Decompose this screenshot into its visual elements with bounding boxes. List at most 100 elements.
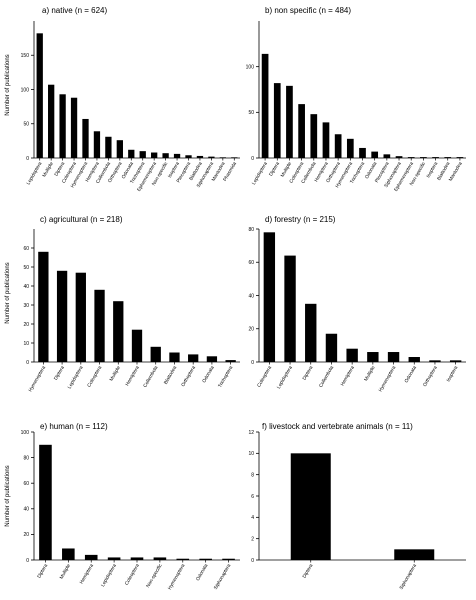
panel-title-f: f) livestock and vertebrate animals (n =…	[262, 422, 413, 431]
bar	[359, 147, 366, 158]
y-tick-label: 20	[23, 532, 29, 538]
y-tick-label: 100	[246, 64, 255, 70]
y-tick-label: 30	[23, 303, 29, 309]
bar	[131, 329, 143, 362]
category-label: Lepidoptera	[251, 161, 269, 186]
y-tick-label: 0	[26, 558, 29, 564]
chart-panel-a: a) native (n = 624) 0 50 100 150 LepidopteraM…	[21, 6, 240, 193]
bar	[231, 157, 238, 158]
bar	[325, 333, 338, 362]
category-label: Coleoptera	[124, 563, 141, 587]
bar	[429, 360, 441, 362]
bar	[36, 33, 43, 158]
bar	[298, 104, 305, 158]
category-label: Lepidoptera	[276, 365, 294, 390]
bar	[82, 118, 89, 158]
category-label: Hemiptera	[79, 563, 95, 585]
bar	[176, 558, 190, 560]
y-axis-label-left-top: Number of publications	[5, 54, 11, 115]
y-tick-label: 6	[251, 494, 254, 500]
bar	[449, 360, 462, 362]
bar	[62, 548, 75, 560]
bar	[38, 251, 49, 362]
bar	[334, 134, 342, 158]
bar	[305, 303, 317, 362]
bar	[346, 348, 358, 362]
y-tick-label: 50	[248, 110, 254, 116]
bar	[284, 255, 296, 362]
bar	[113, 301, 124, 362]
bar	[208, 156, 215, 158]
category-label: Orthoptera	[180, 365, 197, 388]
bar	[290, 453, 331, 560]
bar	[173, 153, 181, 158]
category-label: Odonata	[404, 365, 419, 384]
category-label: Diptera	[53, 365, 66, 382]
category-label: Hymenoptera	[28, 365, 48, 393]
category-label: Orthoptera	[422, 365, 439, 388]
category-label: Isoptera	[425, 161, 439, 179]
bar	[322, 122, 330, 158]
bar	[128, 149, 135, 158]
category-label: Hemiptera	[340, 365, 356, 387]
category-label: Isoptera	[446, 365, 460, 383]
bar	[222, 558, 235, 560]
bar	[444, 157, 452, 158]
category-label: Multiple	[41, 161, 55, 179]
category-label: Hemiptera	[124, 365, 140, 387]
bar	[395, 156, 403, 158]
bar	[39, 444, 52, 560]
y-tick-label: 100	[21, 430, 30, 436]
y-tick-label: 4	[251, 515, 254, 521]
y-tick-label: 40	[248, 293, 254, 299]
category-label: Diptera	[36, 563, 49, 580]
y-tick-label: 20	[23, 322, 29, 328]
bar	[420, 157, 427, 158]
category-label: Odonata	[201, 365, 216, 384]
y-tick-label: 8	[251, 472, 254, 478]
bar	[263, 232, 276, 362]
panel-title-a: a) native (n = 624)	[42, 6, 107, 15]
bar	[153, 557, 167, 560]
bar	[139, 151, 146, 158]
category-label: Coleoptera	[256, 365, 273, 389]
chart-panel-f: f) livestock and vertebrate animals (n =…	[248, 422, 466, 591]
y-tick-label: 50	[23, 122, 29, 128]
y-tick-label: 100	[21, 87, 30, 93]
bar	[371, 151, 379, 158]
bar	[105, 136, 112, 158]
y-tick-label: 60	[248, 260, 254, 266]
category-label: Odonata	[195, 563, 210, 582]
panel-title-b: b) non specific (n = 484)	[265, 6, 351, 15]
category-label: Hymenoptera	[378, 365, 398, 393]
y-tick-label: 0	[251, 360, 254, 366]
panel-title-e: e) human (n = 112)	[40, 422, 108, 431]
y-tick-label: 0	[26, 360, 29, 366]
bar	[59, 94, 66, 158]
bar	[310, 114, 318, 158]
category-label: Collembola	[318, 365, 335, 389]
bar	[151, 152, 158, 158]
bar	[394, 549, 435, 560]
y-tick-label: 80	[23, 455, 29, 461]
bar	[261, 53, 269, 158]
category-label: Diptera	[302, 365, 315, 382]
bar	[383, 154, 391, 158]
category-label: Collembola	[142, 365, 159, 389]
bar	[130, 557, 144, 560]
chart-panel-b: b) non specific (n = 484) 0 50 100 Lepidopte…	[246, 6, 466, 193]
chart-panel-c: c) agricultural (n = 218) 0 10 20 30 40 50 60 Hy…	[23, 215, 240, 393]
bar	[367, 352, 379, 362]
y-axis-label-left-bottom: Number of publications	[5, 465, 11, 526]
category-label: Lepidoptera	[100, 563, 118, 588]
category-label: Diptera	[302, 563, 315, 580]
y-tick-label: 10	[248, 451, 254, 457]
bar	[169, 352, 180, 362]
category-label: Coleoptera	[86, 365, 103, 389]
bar	[206, 356, 218, 362]
category-label: Diptera	[268, 161, 281, 178]
panel-title-d: d) forestry (n = 215)	[265, 215, 336, 224]
y-axis-label-left-middle: Number of publications	[5, 262, 11, 323]
y-tick-label: 60	[23, 481, 29, 487]
